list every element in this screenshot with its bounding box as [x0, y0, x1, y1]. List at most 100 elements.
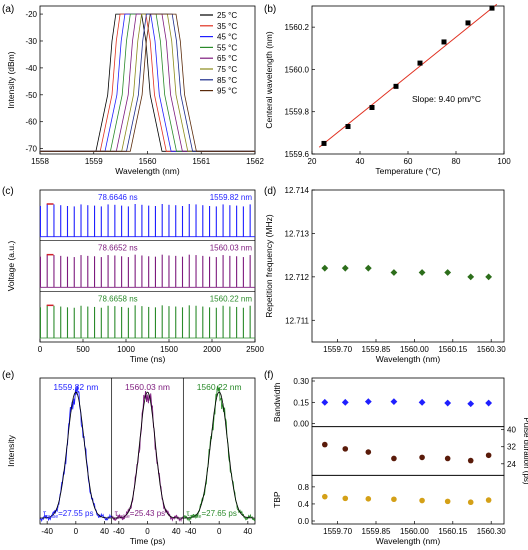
panel-label-a: (a) [2, 4, 14, 15]
data-point [364, 398, 372, 406]
y-tick-label: 12.713 [285, 229, 310, 238]
x-tick-label: 1000 [117, 345, 135, 354]
x-tick-label: 40 [356, 157, 365, 166]
x-tick-label: 100 [497, 157, 511, 166]
data-point [465, 20, 471, 26]
x-axis-label: Wavelength (nm) [376, 354, 441, 364]
y-tick-label: 1560.2 [285, 23, 310, 32]
x-tick-label: 1558 [31, 157, 49, 166]
data-point [364, 264, 372, 272]
data-point [467, 273, 475, 281]
data-point [390, 398, 398, 406]
y-tick-label: 0.8 [298, 483, 310, 492]
period-label: 78.6652 ns [98, 244, 138, 253]
x-tick-label: 1559.85 [362, 527, 391, 536]
wavelength-label: 1560.22 nm [197, 382, 242, 392]
x-tick-label: -40 [41, 527, 53, 536]
y-tick-label: 0.00 [293, 420, 309, 429]
y-tick-label: 0.0 [298, 517, 310, 526]
pulse-trace [182, 385, 256, 523]
data-point [342, 446, 349, 452]
x-tick-label: 20 [308, 157, 317, 166]
plot-frame [311, 189, 505, 343]
y-tick-label: 12.712 [285, 273, 310, 282]
x-tick-label: 1560.00 [400, 345, 429, 354]
x-tick-label: 1560.15 [438, 527, 467, 536]
panel-label-f: (f) [264, 370, 273, 381]
data-point [419, 497, 425, 504]
y-tick-label: 1559.8 [285, 108, 310, 117]
data-point [444, 455, 451, 462]
legend-label: 95 °C [217, 87, 237, 96]
panel-b-chart: 20 40 60 80 100 1559.6 1559.8 1560.0 1560.2 Tempe… [264, 3, 511, 176]
legend-label: 45 °C [217, 33, 237, 42]
subplot-frame [311, 377, 505, 428]
panel-label-e: (e) [2, 370, 14, 381]
y-tick-label: 0.30 [293, 377, 309, 386]
panel-c-chart: 0 500 1000 1500 2000 2500 Time (ns) Voltage (a.… [6, 189, 264, 364]
y-tick-label: 0.4 [298, 500, 310, 509]
y-tick-label: -70 [25, 145, 37, 154]
y-axis-label: Bandwidth [272, 382, 282, 422]
plot-frame [311, 5, 505, 155]
x-tick-label: 500 [76, 345, 90, 354]
wavelength-label: 1560.22 nm [210, 294, 253, 303]
x-tick-label: 0 [145, 527, 150, 536]
x-tick-label: 40 [100, 527, 109, 536]
x-axis-label: Wavelength (nm) [376, 536, 441, 546]
x-tick-label: 1561 [192, 157, 210, 166]
data-point [341, 398, 349, 406]
spectrum-line [40, 13, 255, 152]
wavelength-label: 1560.03 nm [125, 382, 170, 392]
x-tick-label: 1560.00 [400, 527, 429, 536]
y-tick-label: -30 [25, 37, 37, 46]
x-tick-label: 1559.70 [323, 527, 352, 536]
x-tick-label: 1559 [85, 157, 103, 166]
data-point [393, 83, 399, 89]
data-point [365, 449, 372, 455]
x-tick-label: 2000 [203, 345, 221, 354]
tau-label: τpulse=27.65 ps [186, 509, 237, 520]
x-tick-label: 0 [217, 527, 222, 536]
y-tick-label: -60 [25, 118, 37, 127]
x-tick-label: 40 [172, 527, 181, 536]
panel-label-d: (d) [264, 186, 276, 197]
data-point [391, 455, 397, 462]
data-point [444, 399, 452, 407]
wavelength-label: 1559.82 nm [53, 382, 98, 392]
data-point [342, 495, 349, 502]
gaussian-fit [183, 391, 255, 519]
y-axis-label: Intensity (dBm) [6, 51, 16, 108]
y-axis-label: Pulse duration (ps) [522, 417, 528, 484]
y-tick-label: 12.714 [285, 186, 310, 195]
x-tick-label: 60 [404, 157, 413, 166]
x-tick-label: -40 [113, 527, 125, 536]
data-point [485, 273, 493, 281]
fit-line [318, 3, 498, 148]
x-tick-label: 80 [452, 157, 461, 166]
data-point [390, 269, 398, 276]
x-tick-label: 1559.70 [323, 345, 352, 354]
label-backdrop [93, 293, 251, 303]
x-tick-label: 2500 [246, 345, 264, 354]
data-point [418, 398, 426, 406]
data-point [321, 398, 329, 406]
y-tick-label: -20 [25, 10, 37, 19]
y-tick-label: -40 [25, 64, 37, 73]
panel-d-chart: 1559.70 1559.85 1560.00 1560.15 1560.30 12.71… [264, 186, 506, 364]
panel-e-chart: Time (ps) Intensity -40 0 40 1559.82 nm τpulse… [6, 377, 256, 546]
y-axis-label: TBP [272, 491, 282, 508]
legend-label: 85 °C [217, 76, 237, 85]
data-point [485, 399, 493, 407]
tau-label: τpulse=25.43 ps [115, 509, 165, 520]
label-backdrop [93, 192, 251, 201]
data-point [485, 452, 492, 459]
period-label: 78.6658 ns [98, 294, 138, 303]
x-tick-label: -40 [185, 527, 197, 536]
panel-label-b: (b) [264, 4, 276, 15]
wavelength-label: 1559.82 nm [210, 193, 253, 202]
data-point [391, 496, 397, 503]
x-tick-label: 1560 [139, 157, 157, 166]
gaussian-fit [111, 391, 183, 519]
y-tick-label: -50 [25, 91, 37, 100]
